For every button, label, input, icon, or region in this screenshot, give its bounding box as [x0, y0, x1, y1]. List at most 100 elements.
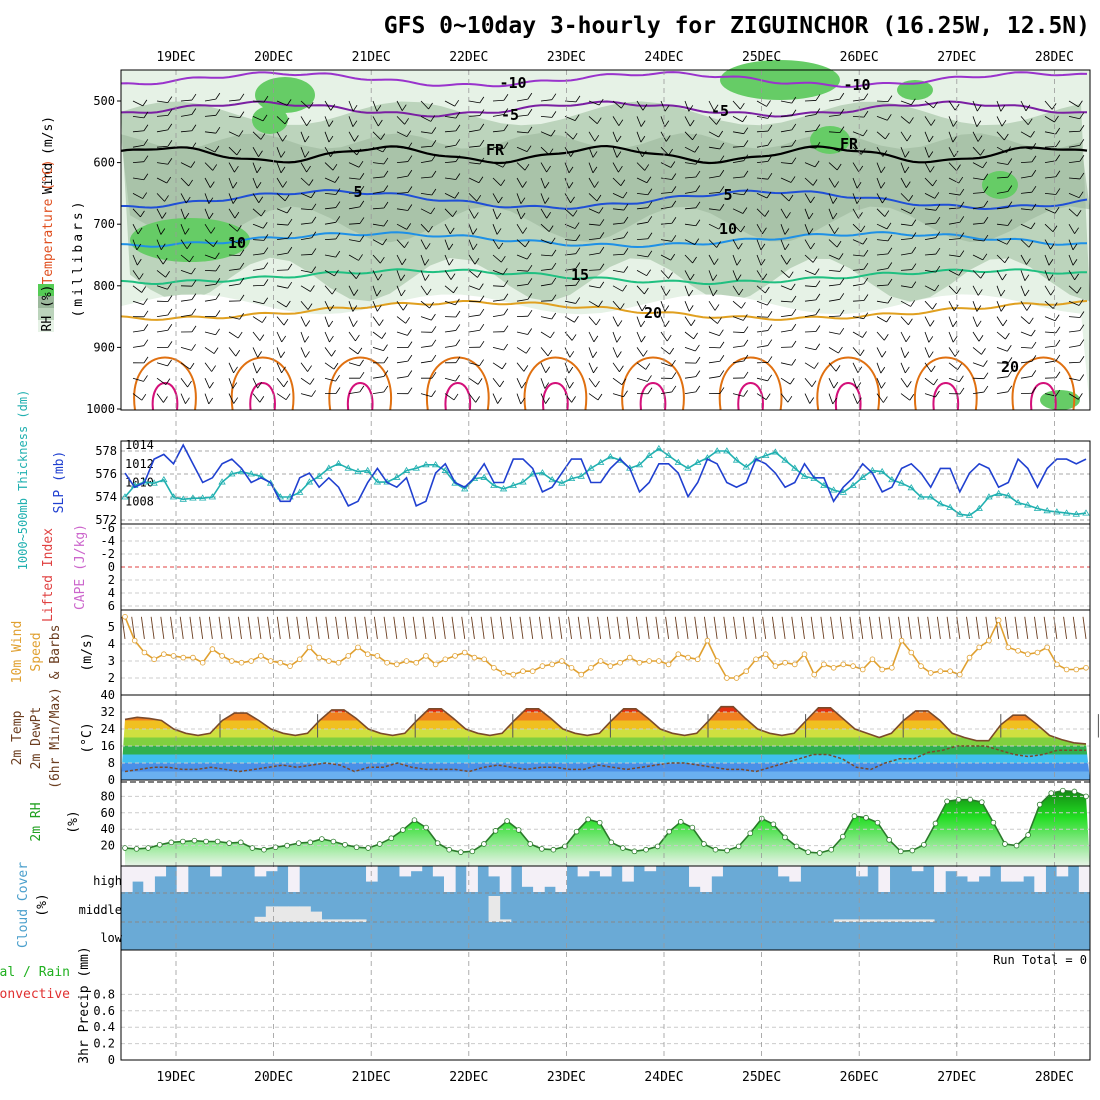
wind-barb-flag: [976, 305, 982, 312]
rh-high-blob: [255, 77, 315, 113]
wind-barb: [276, 162, 282, 173]
wind10-barb: [558, 616, 563, 639]
wind-barb-flag: [544, 382, 550, 389]
wind-barb-flag: [959, 216, 965, 223]
wind-barb: [156, 208, 163, 219]
wind-barb-flag: [616, 336, 622, 343]
wind-barb-flag: [208, 397, 214, 405]
wind-barb: [852, 347, 861, 356]
wind-barb: [516, 254, 528, 260]
wind-barb: [780, 254, 788, 265]
wind-barb-flag: [738, 288, 744, 296]
cloud-high-gap: [176, 866, 189, 892]
wind-barb-flag: [167, 283, 172, 290]
wind-barb-flag: [832, 397, 838, 405]
wind-barb-flag: [976, 104, 982, 112]
wind-barb: [636, 177, 648, 184]
wind-barb-flag: [904, 366, 910, 374]
wind-barb: [804, 254, 814, 263]
wind-barb: [852, 300, 865, 302]
cloud-middle-bar: [911, 919, 924, 922]
date-label-top: 23DEC: [547, 50, 586, 65]
wind-barb: [516, 98, 528, 102]
wind-barb-flag: [234, 165, 239, 173]
wind-barb: [276, 131, 283, 142]
cloud-high-gap: [121, 866, 133, 892]
wind-barb: [396, 175, 408, 179]
wind-barb: [732, 254, 738, 266]
wind-barb: [204, 362, 212, 372]
wind10-speed-line-point: [927, 670, 934, 676]
wind-barb-flag: [767, 324, 773, 331]
wind-barb-flag: [455, 339, 461, 346]
rh2m-line-point: [539, 846, 545, 852]
wind10-speed-line-point: [549, 661, 555, 668]
wind-barb: [756, 208, 766, 217]
wind-barb-flag: [143, 298, 148, 305]
wind10-speed-line-point: [957, 671, 963, 678]
wind-barb-flag: [215, 310, 221, 317]
wind-barb-flag: [640, 120, 646, 127]
wind-barb-flag: [167, 109, 173, 116]
wind-barb: [948, 147, 955, 158]
wind10-speed-line-point: [704, 637, 711, 644]
wind-barb-flag: [983, 200, 989, 208]
wind-barb: [684, 100, 690, 112]
ylabel-precip-a: Total / Rain: [0, 965, 70, 980]
wind-barb: [420, 360, 432, 364]
wind10-speed-line-point: [364, 651, 371, 657]
wind10-speed-line-point: [889, 664, 895, 671]
wind-barb: [852, 362, 859, 373]
wind-barb: [492, 239, 500, 250]
wind-barb: [660, 162, 672, 168]
wind-barb: [708, 146, 720, 150]
wind-barb: [828, 362, 837, 372]
wind-barb-flag: [237, 331, 243, 339]
wind-barb-flag: [959, 188, 965, 196]
wind10-barb: [878, 616, 883, 639]
wind-barb: [804, 362, 815, 369]
thickness-line-point: [354, 467, 362, 475]
rh2m-line-point: [573, 828, 580, 835]
thickness-line-point: [946, 503, 954, 510]
wind-barb-flag: [1072, 259, 1078, 266]
wind-barb-flag: [551, 93, 557, 100]
wind-barb: [684, 391, 696, 394]
rh-band-dark: [121, 133, 1090, 243]
wind-barb: [252, 393, 261, 403]
wind-barb: [132, 224, 139, 235]
wind-barb: [396, 316, 406, 324]
wind-barb: [444, 254, 450, 266]
rh2m-line-point: [481, 841, 487, 847]
wind-barb-flag: [232, 197, 238, 204]
wind-barb: [516, 131, 528, 134]
wind-barb: [924, 177, 933, 187]
wind-barb-flag: [407, 354, 413, 362]
wind-barb-flag: [838, 145, 844, 152]
wind-barb: [396, 146, 408, 150]
wind-barb: [204, 131, 216, 134]
wind-barb: [300, 177, 310, 186]
wind-barb: [132, 345, 144, 348]
wind-barb: [348, 239, 360, 242]
wind-barb: [420, 223, 429, 233]
wind-barb: [948, 316, 954, 328]
date-label-top: 27DEC: [937, 50, 976, 65]
wind-barb: [948, 270, 959, 276]
wind-barb-flag: [860, 225, 866, 233]
wind-barb: [1020, 223, 1032, 230]
wind-barb: [900, 147, 906, 158]
wind10-speed-line-point: [510, 671, 517, 678]
wind-barb-flag: [815, 280, 821, 287]
wind-barb: [900, 300, 911, 307]
wind-barb-flag: [621, 378, 627, 385]
wind10-speed-line-point: [539, 663, 546, 669]
wind-barb-flag: [911, 219, 917, 226]
wind-barb: [324, 254, 336, 258]
wind-barb-flag: [165, 378, 171, 385]
wind-barb: [828, 393, 834, 405]
wind-barb-flag: [329, 335, 334, 343]
wind-barb-flag: [983, 186, 989, 193]
wind-barb-flag: [304, 151, 310, 158]
cloud-middle-bar: [889, 919, 902, 922]
